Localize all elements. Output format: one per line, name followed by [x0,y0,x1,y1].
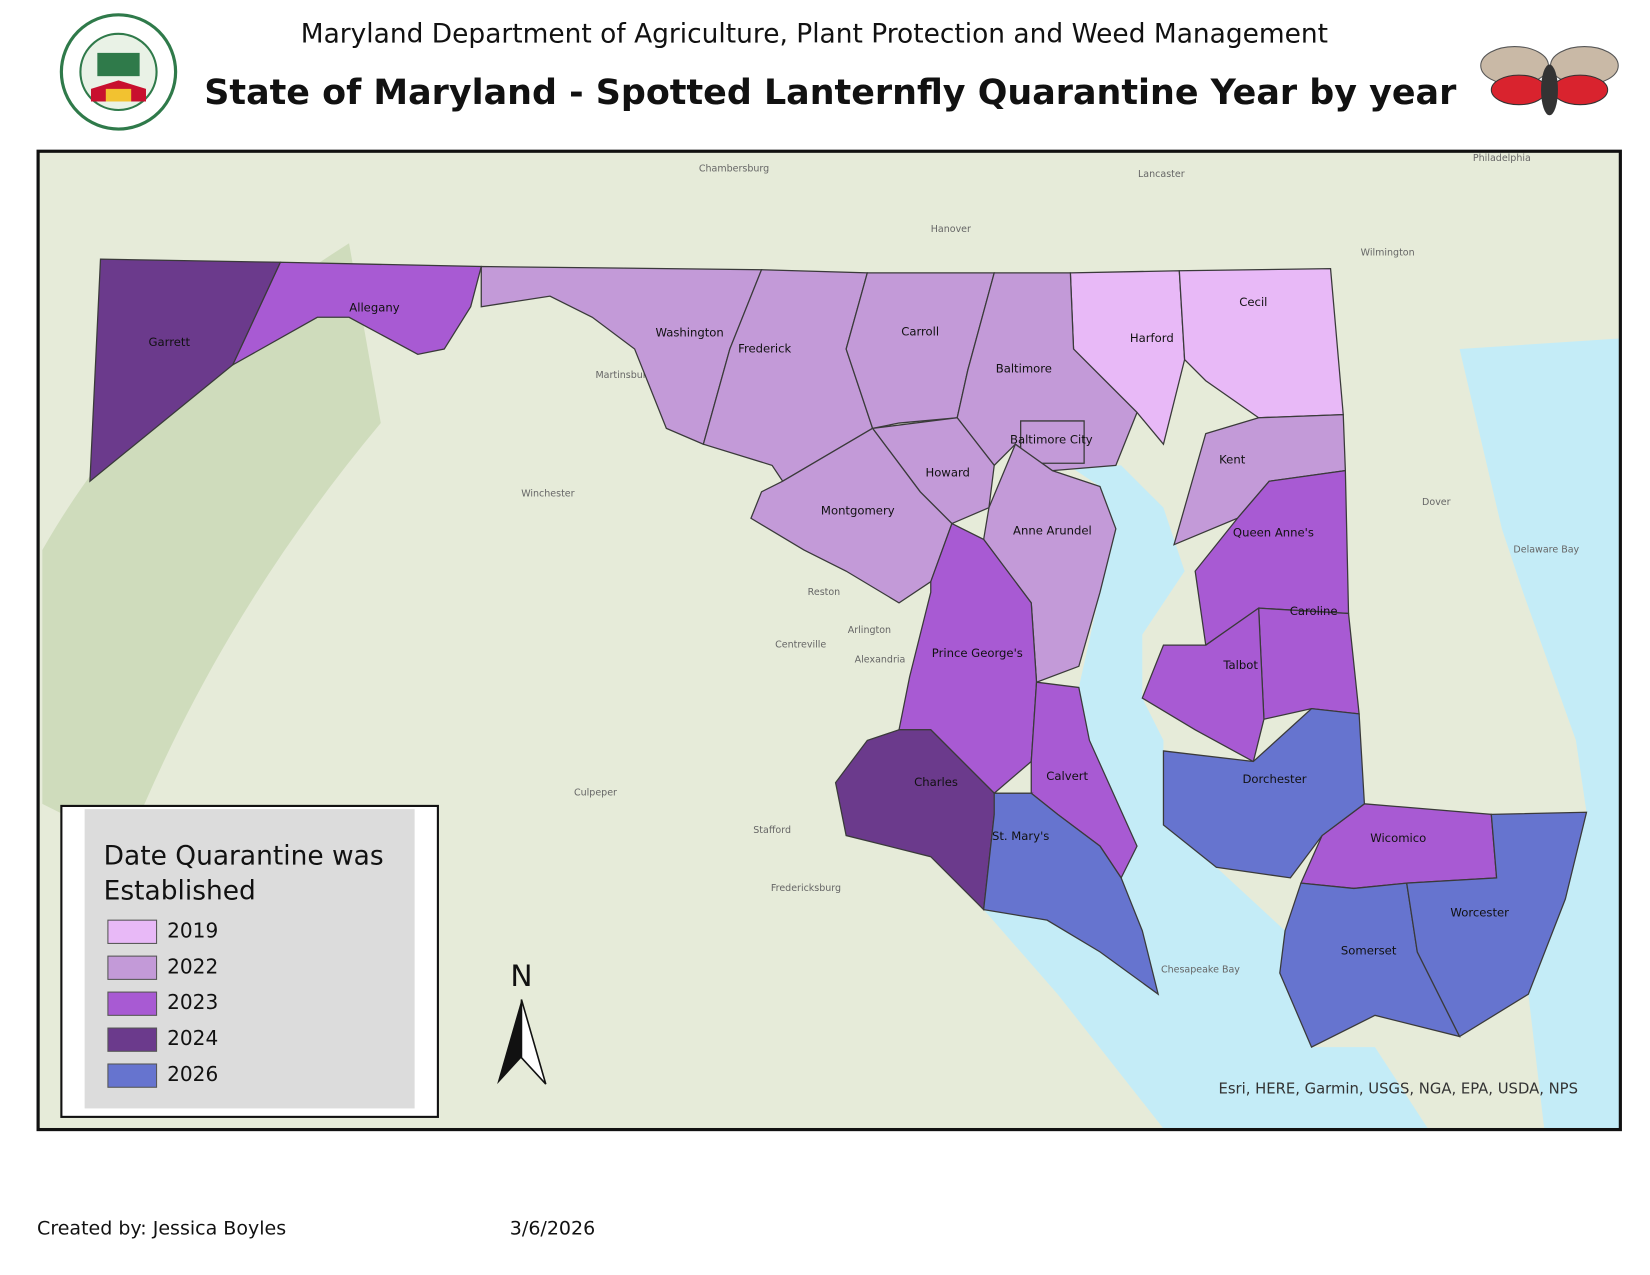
legend-title: Date Quarantine was Established [104,840,384,906]
legend-label: 2022 [167,954,218,978]
county-label: Harford [1130,331,1174,345]
county-label: Anne Arundel [1013,523,1092,537]
legend-label: 2024 [167,1026,218,1050]
county-layer [89,258,1588,1048]
author: Created by: Jessica Boyles [37,1217,286,1239]
title: State of Maryland - Spotted Lanternfly Q… [204,73,1457,113]
county-label: Prince George's [932,646,1023,660]
county-label: Garrett [149,335,191,349]
place-label: Arlington [848,625,891,636]
county-area [231,261,483,367]
chesapeake-water [983,465,1428,1129]
legend-swatch [107,1063,158,1088]
county-label: Howard [925,465,969,479]
county-label: Baltimore City [1010,432,1093,446]
logo [59,13,178,131]
county-area [1141,606,1265,763]
legend-title-line: Date Quarantine was [104,840,384,871]
county-label: Worcester [1450,905,1509,919]
place-label: Philadelphia [1473,153,1531,164]
north-arrow [520,999,547,1085]
place-label: Dover [1422,497,1451,508]
county-label: Somerset [1341,943,1397,957]
legend-swatch [107,955,158,980]
county-label: Wicomico [1370,831,1426,845]
county-label: Queen Anne's [1233,526,1314,540]
county-label: Charles [914,775,958,789]
county-label: Talbot [1222,658,1258,672]
county-label-layer: Harford Cecil Washington Frederick Carroll Ba… [149,295,1510,957]
county-area [1257,607,1360,720]
attribution: Esri, HERE, Garmin, USGS, NGA, EPA, USDA… [1218,1080,1578,1097]
county-label: Frederick [738,342,791,356]
ocean [1459,338,1620,1129]
subtitle: Maryland Department of Agriculture, Plan… [301,18,1328,49]
legend-swatch [107,1027,158,1052]
date: 3/6/2026 [510,1217,595,1239]
county-label: Kent [1219,453,1246,467]
lanternfly-image [1480,46,1619,116]
legend-label: 2026 [167,1062,218,1086]
county-area [1162,707,1366,879]
north-label: N [510,959,532,993]
place-label: Reston [808,587,841,598]
county-area [982,792,1160,996]
county-label: Baltimore [996,362,1052,376]
basemap-terrain [42,243,381,847]
county-label: Dorchester [1242,772,1306,786]
county-label: St. Mary's [992,829,1049,843]
place-label: Winchester [521,488,574,499]
legend-swatch [107,919,158,944]
legend-swatch [107,991,158,1016]
legend-label: 2023 [167,990,218,1014]
county-label: Cecil [1239,295,1267,309]
county-label: Allegany [349,300,399,314]
county-area [89,258,282,483]
county-area [1279,882,1461,1048]
place-label: Stafford [753,825,791,836]
county-label: Calvert [1046,769,1088,783]
legend-title-line: Established [104,875,256,906]
place-label: Culpeper [574,788,617,799]
place-label: Chambersburg [699,164,769,175]
county-area [750,427,953,604]
place-label: Fredericksburg [771,883,841,894]
county-label: Montgomery [821,503,895,517]
map-frame [36,149,1622,1132]
place-label: Delaware Bay [1513,544,1579,555]
place-label: Martinsburg [595,370,652,381]
place-label: Lancaster [1138,169,1185,180]
county-label: Washington [655,326,723,340]
place-label: Hanover [931,224,971,235]
place-label: Centreville [775,640,826,651]
legend-label: 2019 [167,918,218,942]
county-area [1405,811,1588,1038]
place-label: Wilmington [1361,247,1415,258]
county-label: Caroline [1290,604,1338,618]
place-label: Alexandria [855,654,906,665]
place-label: Chesapeake Bay [1161,964,1240,975]
county-label: Carroll [901,325,939,339]
